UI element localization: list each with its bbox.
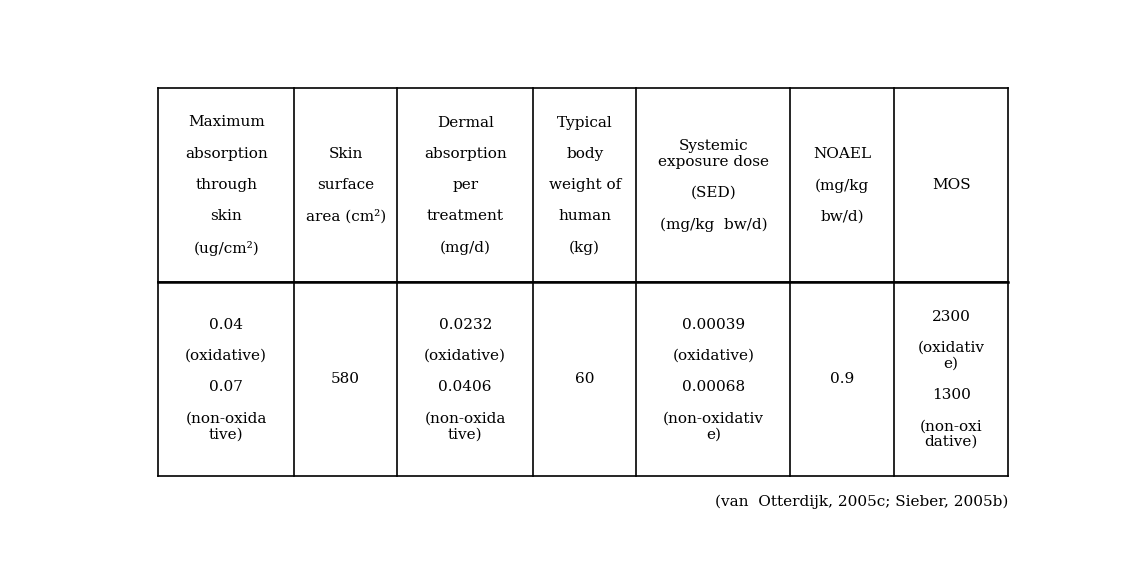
Text: Maximum

absorption

through

skin

(ug/cm²): Maximum absorption through skin (ug/cm²): [185, 115, 268, 255]
Text: (van  Otterdijk, 2005c; Sieber, 2005b): (van Otterdijk, 2005c; Sieber, 2005b): [715, 495, 1009, 509]
Text: NOAEL

(mg/kg

bw/d): NOAEL (mg/kg bw/d): [813, 147, 871, 224]
Text: Typical

body

weight of

human

(kg): Typical body weight of human (kg): [548, 115, 621, 255]
Text: 60: 60: [575, 373, 594, 386]
Text: Systemic
exposure dose

(SED)

(mg/kg  bw/d): Systemic exposure dose (SED) (mg/kg bw/d…: [658, 139, 768, 231]
Text: 0.9: 0.9: [830, 373, 854, 386]
Text: 0.0232

(oxidative)

0.0406

(non-oxida
tive): 0.0232 (oxidative) 0.0406 (non-oxida tiv…: [424, 318, 506, 441]
Text: MOS: MOS: [931, 178, 970, 192]
Text: 2300

(oxidativ
e)

1300

(non-oxi
dative): 2300 (oxidativ e) 1300 (non-oxi dative): [918, 310, 985, 449]
Text: Dermal

absorption

per

treatment

(mg/d): Dermal absorption per treatment (mg/d): [424, 115, 506, 255]
Text: 580: 580: [332, 373, 360, 386]
Text: 0.04

(oxidative)

0.07

(non-oxida
tive): 0.04 (oxidative) 0.07 (non-oxida tive): [185, 318, 267, 441]
Text: Skin

surface

area (cm²): Skin surface area (cm²): [306, 147, 385, 224]
Text: 0.00039

(oxidative)

0.00068

(non-oxidativ
e): 0.00039 (oxidative) 0.00068 (non-oxidati…: [663, 318, 764, 441]
